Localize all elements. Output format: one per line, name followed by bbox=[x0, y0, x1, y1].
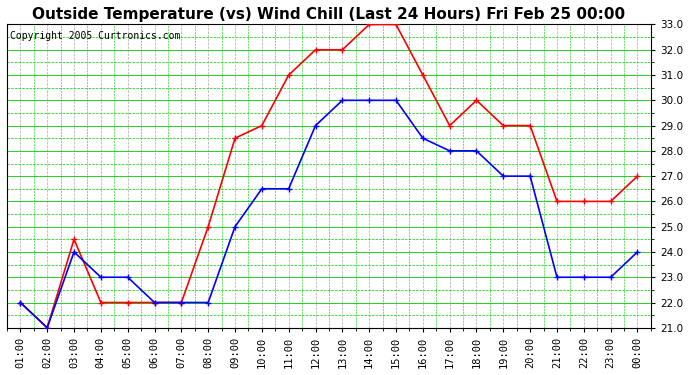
Text: Copyright 2005 Curtronics.com: Copyright 2005 Curtronics.com bbox=[10, 31, 181, 40]
Title: Outside Temperature (vs) Wind Chill (Last 24 Hours) Fri Feb 25 00:00: Outside Temperature (vs) Wind Chill (Las… bbox=[32, 7, 626, 22]
